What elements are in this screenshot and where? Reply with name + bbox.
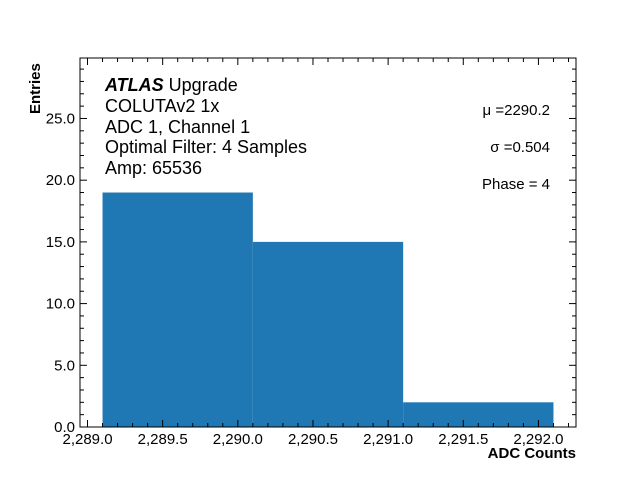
svg-text:0.0: 0.0: [54, 419, 75, 436]
annotation-line-3: Optimal Filter: 4 Samples: [105, 137, 308, 157]
svg-text:2,292.0: 2,292.0: [513, 431, 563, 448]
svg-text:5.0: 5.0: [54, 357, 75, 374]
annotation-line-1: COLUTAv2 1x: [105, 96, 220, 116]
x-axis-label: ADC Counts: [487, 445, 576, 462]
sigma-stat: σ =0.504: [490, 139, 550, 156]
svg-text:2,289.5: 2,289.5: [138, 431, 188, 448]
svg-text:2,290.0: 2,290.0: [213, 431, 263, 448]
annotation-line-2: ADC 1, Channel 1: [105, 117, 251, 137]
svg-text:25.0: 25.0: [46, 110, 75, 127]
mean-stat: μ =2290.2: [482, 102, 550, 119]
histogram-bar: [252, 241, 404, 427]
phase-stat: Phase = 4: [482, 176, 550, 193]
svg-text:2,290.5: 2,290.5: [288, 431, 338, 448]
svg-text:20.0: 20.0: [46, 172, 75, 189]
svg-text:2,291.5: 2,291.5: [438, 431, 488, 448]
histogram-bar: [403, 402, 554, 427]
y-axis-label: Entries: [27, 63, 44, 114]
atlas-label: ATLAS Upgrade: [105, 75, 238, 95]
histogram-bar: [102, 192, 253, 427]
svg-text:2,289.0: 2,289.0: [62, 431, 112, 448]
annotation-line-4: Amp: 65536: [105, 158, 203, 178]
svg-text:2,291.0: 2,291.0: [363, 431, 413, 448]
svg-text:10.0: 10.0: [46, 296, 75, 313]
svg-text:15.0: 15.0: [46, 234, 75, 251]
